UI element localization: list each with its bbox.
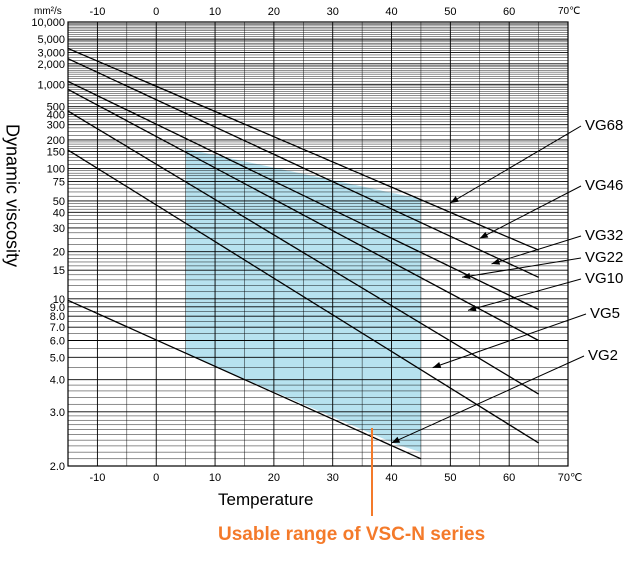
- x-unit-label-bottom: 70℃: [558, 472, 583, 484]
- x-tick-label-top: -10: [89, 6, 105, 18]
- x-tick-label-bottom: 0: [153, 472, 159, 484]
- y-tick-label: 3.0: [50, 407, 65, 419]
- arrow-head-vg2: [391, 436, 401, 443]
- x-tick-label-bottom: 10: [209, 472, 221, 484]
- x-tick-label-bottom: 20: [268, 472, 280, 484]
- arrow-head-vg22: [462, 272, 471, 280]
- x-tick-label-bottom: 60: [503, 472, 515, 484]
- x-tick-label-top: 30: [327, 6, 339, 18]
- series-label-vg5: VG5: [590, 305, 620, 322]
- arrow-head-vg10: [468, 305, 477, 312]
- usable-range-caption: Usable range of VSC-N series: [218, 524, 486, 545]
- series-line-vg10: [67, 110, 539, 395]
- x-tick-label-bottom: 50: [444, 472, 456, 484]
- y-tick-label: 150: [47, 146, 65, 158]
- y-tick-label: 1,000: [37, 79, 65, 91]
- x-tick-label-top: 60: [503, 6, 515, 18]
- x-axis-title: Temperature: [218, 490, 314, 509]
- plot-frame: [67, 21, 569, 467]
- arrow-line-vg10: [467, 278, 582, 311]
- x-tick-label-top: 0: [153, 6, 159, 18]
- series-label-vg2: VG2: [588, 347, 618, 364]
- y-tick-label: 4.0: [50, 375, 65, 387]
- x-tick-label-bottom: 30: [327, 472, 339, 484]
- y-tick-label: 9.0: [50, 302, 65, 314]
- series-label-vg46: VG46: [585, 177, 623, 194]
- y-tick-label: 10,000: [31, 17, 65, 29]
- y-tick-label: 2.0: [50, 461, 65, 473]
- y-tick-label: 500: [47, 102, 65, 114]
- series-line-vg32: [67, 80, 539, 311]
- y-tick-label: 3,000: [37, 48, 65, 60]
- x-tick-label-top: 50: [444, 6, 456, 18]
- x-tick-label-top: 10: [209, 6, 221, 18]
- x-unit-label: 70℃: [558, 6, 581, 17]
- arrow-head-vg68: [450, 196, 459, 203]
- arrow-line-vg2: [391, 355, 585, 444]
- series-line-vg68: [67, 47, 539, 251]
- arrow-head-vg32: [491, 258, 501, 265]
- x-tick-label-bottom: -10: [89, 472, 105, 484]
- y-tick-label: 6.0: [50, 336, 65, 348]
- y-tick-label: 30: [53, 223, 65, 235]
- arrow-line-vg46: [479, 185, 582, 239]
- y-tick-label: 5,000: [37, 34, 65, 46]
- series-line-vg5: [67, 149, 539, 444]
- series-line-vg46: [67, 58, 539, 278]
- y-tick-label: 2,000: [37, 59, 65, 71]
- y-tick-label: 7.0: [50, 322, 65, 334]
- y-tick-label: 40: [53, 207, 65, 219]
- arrow-line-vg5: [432, 313, 587, 369]
- arrow-line-vg68: [450, 125, 582, 204]
- y-tick-label: 8.0: [50, 311, 65, 323]
- y-axis-title: Dynamic viscosity: [2, 123, 23, 268]
- y-tick-label: 20: [53, 247, 65, 259]
- series-label-vg10: VG10: [585, 270, 623, 287]
- series-label-vg32: VG32: [585, 227, 623, 244]
- arrow-line-vg22: [462, 257, 582, 278]
- y-tick-label: 5.0: [50, 352, 65, 364]
- arrow-line-vg32: [491, 235, 582, 265]
- x-tick-label-bottom: 40: [385, 472, 397, 484]
- y-unit-label: mm²/s: [34, 6, 62, 17]
- y-tick-label: 15: [53, 265, 65, 277]
- y-tick-label: 400: [47, 109, 65, 121]
- series-line-vg22: [67, 88, 539, 342]
- y-tick-label: 100: [47, 164, 65, 176]
- x-tick-label-top: 40: [385, 6, 397, 18]
- y-tick-label: 75: [53, 176, 65, 188]
- series-label-vg68: VG68: [585, 117, 623, 134]
- y-tick-label: 300: [47, 120, 65, 132]
- y-tick-label: 200: [47, 135, 65, 147]
- x-tick-label-top: 20: [268, 6, 280, 18]
- series-label-vg22: VG22: [585, 249, 623, 266]
- y-tick-label: 50: [53, 196, 65, 208]
- series-line-vg2: [67, 299, 422, 460]
- arrow-head-vg5: [432, 361, 442, 368]
- arrow-head-vg46: [479, 231, 489, 239]
- y-tick-label: 10: [53, 294, 65, 306]
